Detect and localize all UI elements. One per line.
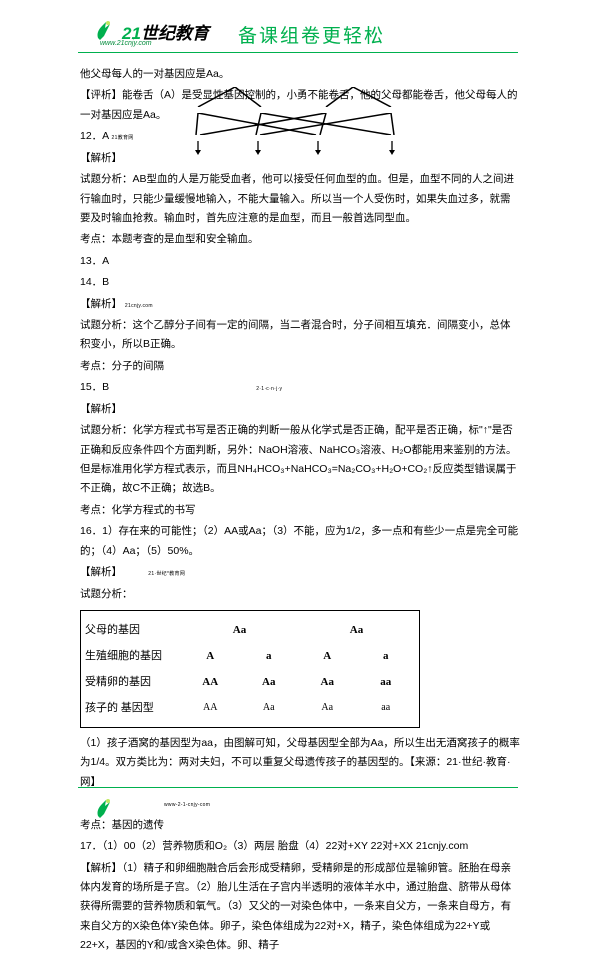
text-line: 考点：基因的遗传: [80, 816, 520, 835]
row-label: 孩子的 基因型: [85, 698, 181, 718]
gene-cell: A: [298, 646, 357, 666]
watermark: 21cnjy.com: [125, 303, 153, 309]
row-label: 生殖细胞的基因: [85, 646, 181, 666]
footer-divider: [78, 787, 518, 788]
header-divider: [78, 52, 518, 53]
text-line: 13．A: [80, 252, 520, 271]
text-line: （1）孩子酒窝的基因型为aa，由图解可知，父母基因型全部为Aa，所以生出无酒窝孩…: [80, 734, 520, 792]
answer-num: 15．B: [80, 381, 109, 393]
genetics-diagram: 父母的基因 Aa Aa 生殖细胞的基因 A a A a: [80, 610, 420, 728]
text-line: 试题分析：AB型血的人是万能受血者，他可以接受任何血型的血。但是，血型不同的人之…: [80, 170, 520, 228]
text-line: 12．A 21教育网: [80, 127, 520, 146]
header-slogan: 备课组卷更轻松: [238, 21, 385, 48]
answer-num: 12．A: [80, 130, 109, 142]
text-line: 考点：化学方程式的书写: [80, 501, 520, 520]
label: 【解析】: [80, 566, 117, 578]
label: 【解析】: [80, 298, 122, 310]
text-line: 考点：分子的间隔: [80, 357, 520, 376]
diagram-row-children: 孩子的 基因型 AA Aa Aa aa: [85, 695, 415, 721]
gene-cell: Aa: [181, 620, 298, 640]
gene-cell: Aa: [298, 699, 357, 718]
text-line: 【解析】: [80, 149, 520, 168]
gene-cell: aa: [357, 672, 416, 692]
main-content: 他父母每人的一对基因应是Aa。 【评析】能卷舌（A）是受显性基因控制的，小勇不能…: [80, 65, 520, 958]
row-label: 受精卵的基因: [85, 672, 181, 692]
text-line: 17．（1）00（2）营养物质和O₂（3）两层 胎盘（4）22对+XY 22对+…: [80, 837, 520, 856]
diagram-row-gametes: 生殖细胞的基因 A a A a: [85, 643, 415, 669]
gene-cell: Aa: [240, 672, 299, 692]
text-line: 他父母每人的一对基因应是Aa。: [80, 65, 520, 84]
text-line: 14．B: [80, 273, 520, 292]
gene-cell: Aa: [298, 672, 357, 692]
text-line: 试题分析：化学方程式书写是否正确的判断一般从化学式是否正确，配平是否正确，标"↑…: [80, 421, 520, 499]
gene-cell: a: [240, 646, 299, 666]
watermark: 21·世纪*教育网: [148, 571, 185, 577]
diagram-row-parents: 父母的基因 Aa Aa: [85, 617, 415, 643]
text-line: 【解析】: [80, 400, 520, 419]
text-line: 【解析】 21cnjy.com: [80, 295, 520, 314]
gene-cell: aa: [357, 699, 416, 718]
text-line: 【评析】能卷舌（A）是受显性基因控制的，小勇不能卷舌，他的父母都能卷舌，他父母每…: [80, 86, 520, 125]
text-line: www-2-1-cnjy-com: [80, 794, 520, 813]
row-label: 父母的基因: [85, 620, 181, 640]
brand-url: www.21cnjy.com: [100, 40, 152, 47]
text-line: 考点：本题考查的是血型和安全输血。: [80, 230, 520, 249]
watermark: 21教育网: [112, 135, 134, 141]
watermark: www-2-1-cnjy-com: [164, 802, 210, 808]
gene-cell: AA: [181, 699, 240, 718]
diagram-row-zygotes: 受精卵的基因 AA Aa Aa aa: [85, 669, 415, 695]
text-line: 16．1）存在来的可能性；（2）AA或Aa；（3）不能，应为1/2，多一点和有些…: [80, 522, 520, 561]
text-line: 试题分析：这个乙醇分子间有一定的间隔，当二者混合时，分子间相互填充．间隔变小，总…: [80, 316, 520, 355]
watermark: 2·1·c·n·j·y: [256, 386, 282, 392]
gene-cell: Aa: [298, 620, 415, 640]
text-line: 15．B 2·1·c·n·j·y: [80, 378, 520, 397]
gene-cell: Aa: [240, 699, 299, 718]
gene-cell: A: [181, 646, 240, 666]
text-line: 【解析】（1）精子和卵细胞融合后会形成受精卵，受精卵是的形成部位是输卵管。胚胎在…: [80, 859, 520, 956]
gene-cell: a: [357, 646, 416, 666]
text-line: 【解析】 21·世纪*教育网: [80, 563, 520, 582]
text-line: 试题分析：: [80, 585, 520, 604]
footer-logo-icon: [90, 796, 116, 822]
gene-cell: AA: [181, 672, 240, 692]
